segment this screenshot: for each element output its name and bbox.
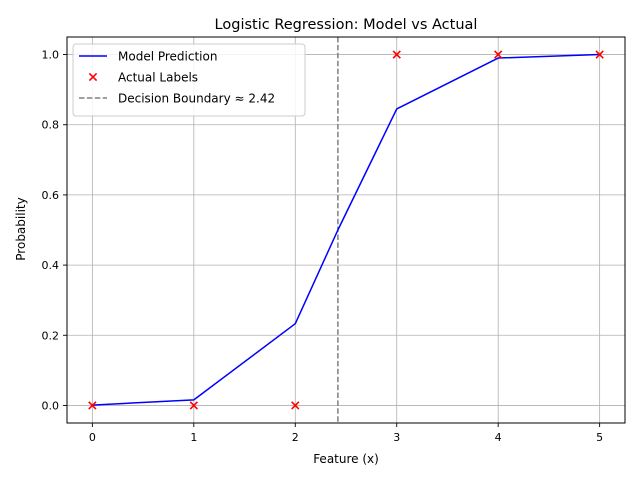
legend-label-2: Decision Boundary ≈ 2.42 — [118, 92, 275, 106]
actual-label-marker-0 — [88, 401, 97, 410]
plot-frame — [66, 36, 626, 424]
x-tick-label-5: 5 — [596, 431, 603, 444]
actual-label-marker-3 — [392, 50, 401, 59]
actual-label-marker-5 — [595, 50, 604, 59]
model-prediction-line — [92, 53, 600, 406]
legend-label-1: Actual Labels — [118, 71, 198, 85]
y-tick-label-0: 0.0 — [42, 399, 60, 412]
x-axis-label: Feature (x) — [313, 452, 379, 466]
chart-title: Logistic Regression: Model vs Actual — [215, 17, 478, 33]
x-tick-label-2: 2 — [292, 431, 299, 444]
legend-label-0: Model Prediction — [118, 50, 217, 64]
y-tick-label-3: 0.6 — [42, 189, 60, 202]
x-tick-label-3: 3 — [393, 431, 400, 444]
y-tick-label-1: 0.2 — [42, 329, 60, 342]
x-tick-label-1: 1 — [190, 431, 197, 444]
legend: Model Prediction Actual Labels Decision Bo… — [72, 43, 306, 117]
data-layer — [88, 37, 604, 423]
x-tick-label-4: 4 — [495, 431, 502, 444]
actual-label-marker-1 — [189, 401, 198, 410]
y-tick-label-2: 0.4 — [42, 259, 60, 272]
y-tick-label-4: 0.8 — [42, 119, 60, 132]
x-tick-label-0: 0 — [89, 431, 96, 444]
legend-box — [72, 43, 306, 117]
y-tick-label-5: 1.0 — [42, 49, 60, 62]
actual-label-marker-4 — [494, 50, 503, 59]
legend-handle-actual-labels — [88, 72, 98, 82]
y-axis-label: Probability — [14, 197, 28, 260]
actual-label-marker-2 — [291, 401, 300, 410]
axes-layer: 0 1 2 3 4 5 0.0 0.2 0.4 0.6 0.8 1.0 — [42, 36, 626, 444]
